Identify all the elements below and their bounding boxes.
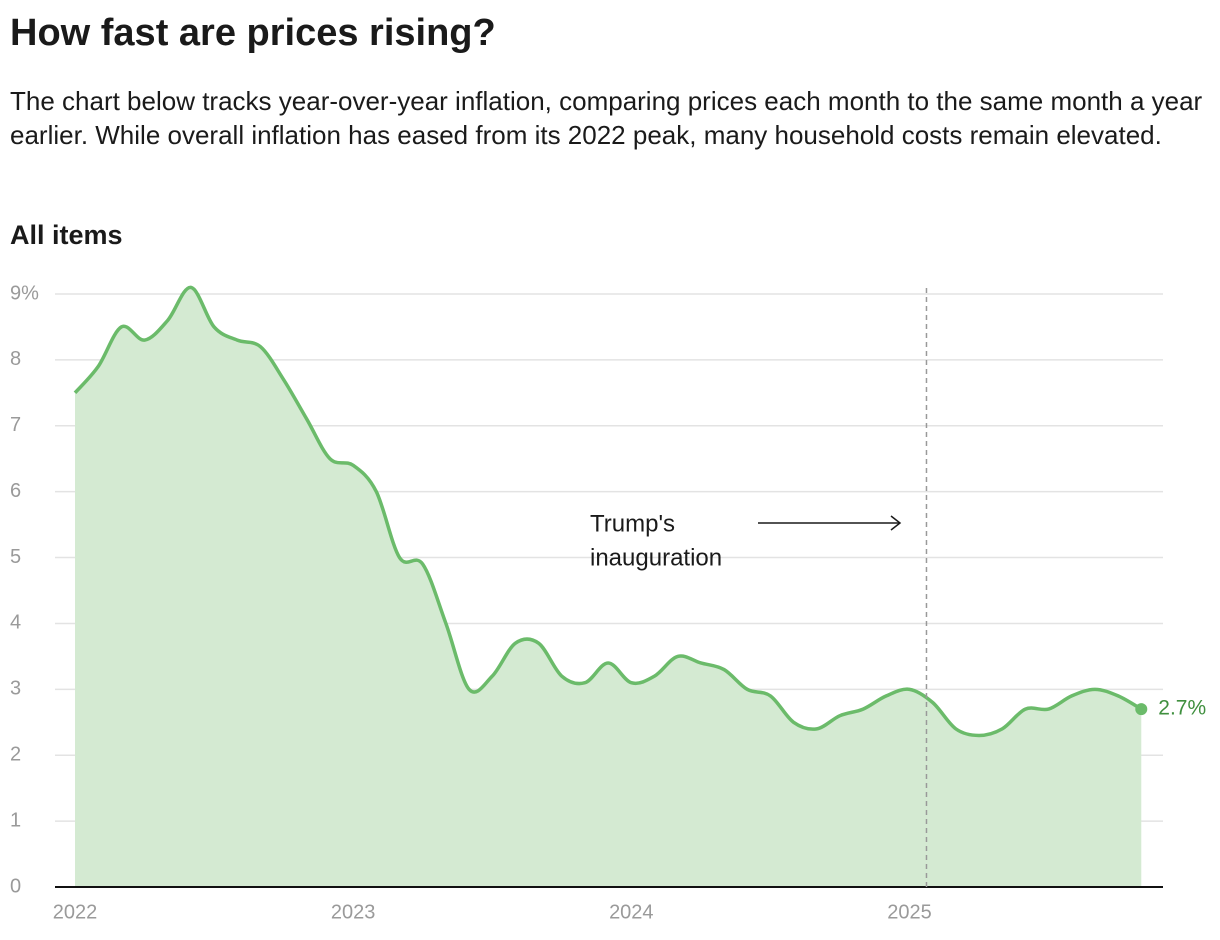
line (73, 285, 1143, 738)
y-tick-label: 1 (10, 809, 21, 831)
chart-title: All items (10, 220, 123, 250)
x-tick-label: 2023 (331, 901, 376, 923)
y-tick-label: 0 (10, 875, 21, 897)
y-tick-label: 4 (10, 612, 21, 634)
end-point (1135, 703, 1148, 716)
annotation-text: inauguration (590, 544, 722, 571)
subtitle: The chart below tracks year-over-year in… (10, 86, 1203, 150)
value-label: 2.7% (1158, 697, 1206, 720)
y-tick-label: 2 (10, 744, 21, 766)
y-tick-label: 6 (10, 480, 21, 502)
annotation-arrowhead (890, 515, 902, 531)
x-tick-label: 2024 (609, 901, 654, 923)
y-tick-label: 9% (10, 282, 39, 304)
x-tick-label: 2025 (887, 901, 932, 923)
annotation-text: Trump's (590, 510, 675, 537)
title: How fast are prices rising? (10, 12, 496, 54)
y-tick-label: 8 (10, 348, 21, 370)
x-tick-label: 2022 (53, 901, 98, 923)
y-tick-label: 5 (10, 546, 21, 568)
y-tick-label: 7 (10, 414, 21, 436)
y-tick-label: 3 (10, 678, 21, 700)
area (75, 287, 1142, 887)
